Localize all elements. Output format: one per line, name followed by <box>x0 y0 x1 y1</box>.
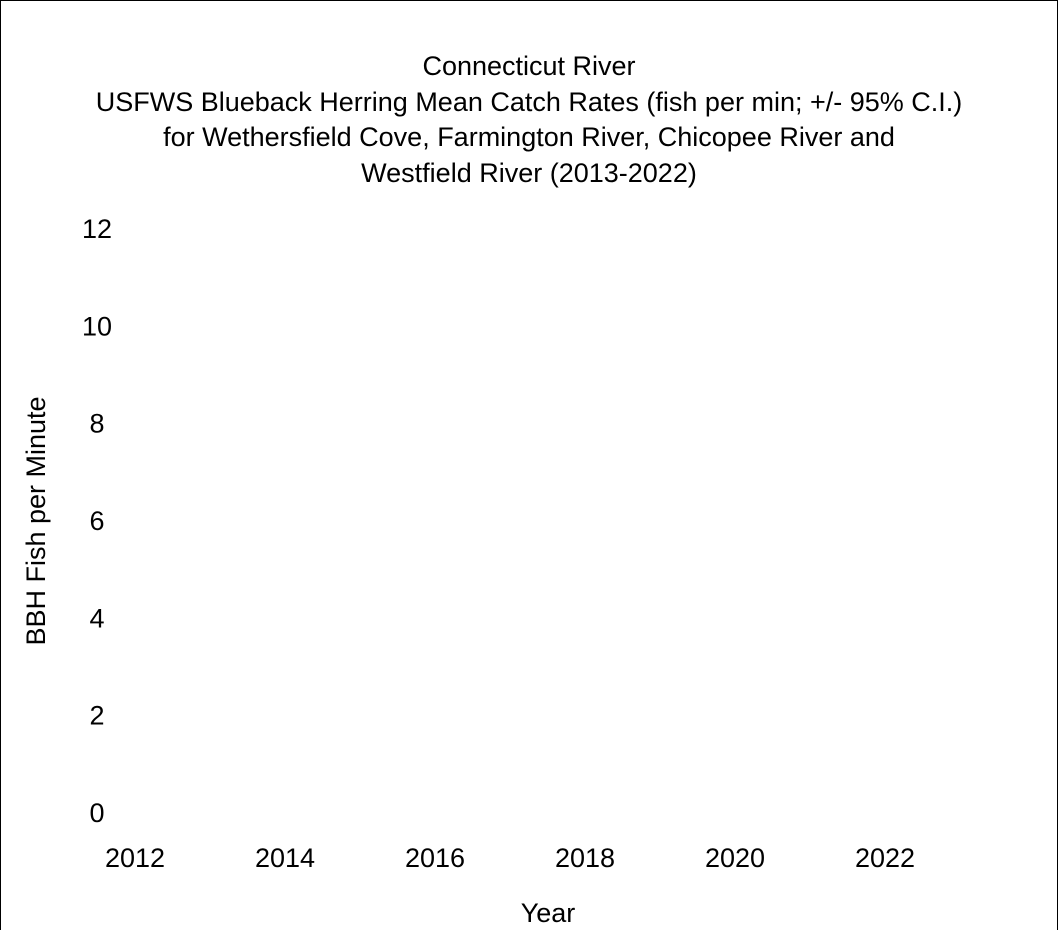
y-tick-label: 4 <box>89 603 104 633</box>
x-axis-ticks: 2012 2014 2016 2018 2020 2022 <box>105 843 915 873</box>
y-axis-ticks: 0 2 4 6 8 10 12 <box>82 214 112 828</box>
y-tick-label: 10 <box>82 311 112 341</box>
y-tick-label: 2 <box>89 701 104 731</box>
chart-title: Connecticut River USFWS Blueback Herring… <box>96 51 963 188</box>
y-tick-label: 12 <box>82 214 112 244</box>
chart-title-line-2: USFWS Blueback Herring Mean Catch Rates … <box>96 87 963 117</box>
chart-title-line-4: Westfield River (2013-2022) <box>361 158 697 188</box>
y-tick-label: 6 <box>89 506 104 536</box>
y-axis-title: BBH Fish per Minute <box>21 396 51 645</box>
chart-title-line-3: for Wethersfield Cove, Farmington River,… <box>163 122 895 152</box>
x-tick-label: 2022 <box>855 843 915 873</box>
x-tick-label: 2016 <box>405 843 465 873</box>
x-tick-label: 2012 <box>105 843 165 873</box>
x-tick-label: 2020 <box>705 843 765 873</box>
y-tick-label: 8 <box>89 409 104 439</box>
x-tick-label: 2014 <box>255 843 315 873</box>
x-axis-title: Year <box>521 898 576 928</box>
y-tick-label: 0 <box>89 798 104 828</box>
chart-title-line-1: Connecticut River <box>422 51 635 81</box>
x-tick-label: 2018 <box>555 843 615 873</box>
